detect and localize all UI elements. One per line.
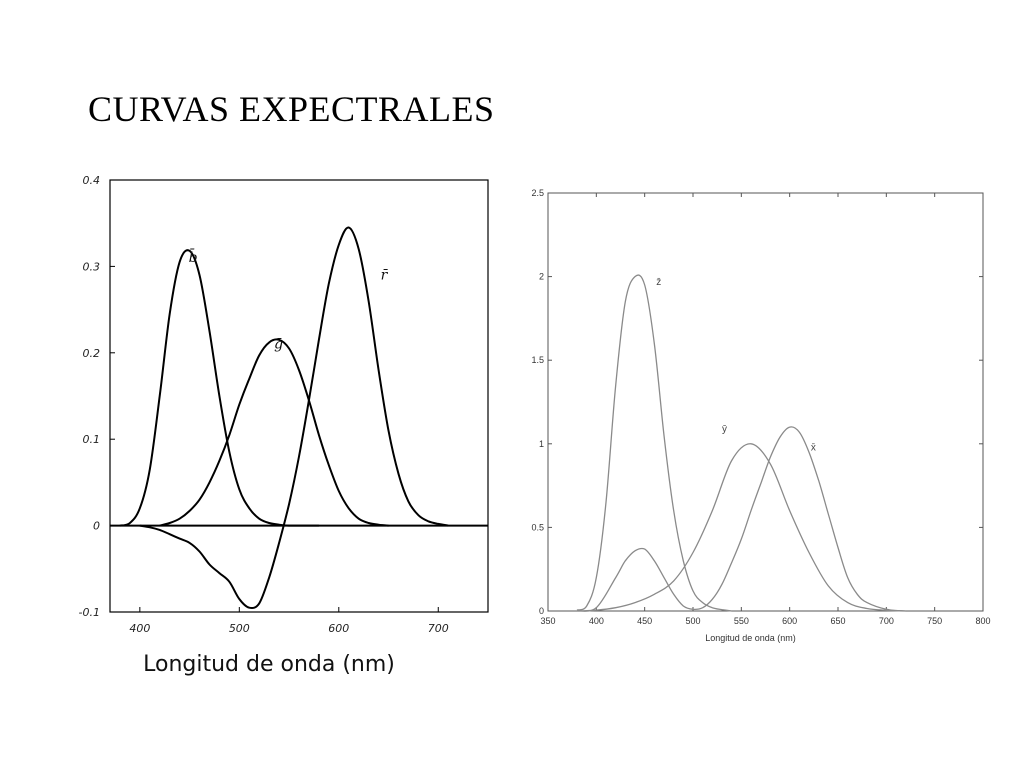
rgb-x-tick-label: 400	[129, 622, 150, 635]
series-r-bar-curve	[139, 226, 449, 610]
xyz-x-tick-label: 800	[975, 616, 990, 626]
rgb-y-tick-label: 0.4	[83, 174, 101, 187]
xyz-x-axis-label: Longitud de onda (nm)	[705, 633, 796, 643]
slide-title: CURVAS EXPECTRALES	[88, 89, 495, 129]
rgb-curve-label-b: b̄	[189, 248, 198, 266]
rgb-curve-label-g: ḡ	[274, 336, 283, 352]
xyz-x-tick-label: 600	[782, 616, 797, 626]
xyz-x-tick-label: 400	[589, 616, 604, 626]
xyz-x-tick-label: 750	[927, 616, 942, 626]
rgb-curve-label-r: r̄	[381, 267, 389, 283]
xyz-curve-label-x: x̄	[811, 442, 816, 453]
series-x-bar-curve	[576, 426, 906, 612]
xyz-y-tick-label: 2.5	[531, 188, 544, 198]
rgb-y-tick-label: 0	[93, 520, 100, 533]
rgb-plot-frame	[109, 179, 489, 613]
rgb-x-tick-label: 500	[229, 622, 250, 635]
xyz-curve-label-y: ȳ	[722, 424, 727, 435]
xyz-y-tick-label: 1.5	[531, 355, 544, 365]
series-y-bar-curve	[576, 443, 906, 612]
rgb-y-tick-label: 0.3	[83, 260, 101, 273]
xyz-x-tick-label: 650	[830, 616, 845, 626]
xyz-x-tick-label: 350	[540, 616, 555, 626]
xyz-x-tick-label: 500	[685, 616, 700, 626]
rgb-y-tick-label: -0.1	[79, 606, 100, 619]
series-z-bar-curve	[576, 274, 732, 612]
series-g-bar-curve	[159, 338, 389, 527]
xyz-x-tick-label: 700	[879, 616, 894, 626]
xyz-x-tick-label: 550	[734, 616, 749, 626]
rgb-x-axis-label: Longitud de onda (nm)	[143, 652, 395, 677]
xyz-y-tick-label: 0	[539, 606, 544, 616]
xyz-plot-frame	[547, 192, 984, 612]
rgb-y-tick-label: 0.1	[83, 433, 101, 446]
xyz-y-tick-label: 2	[539, 272, 544, 282]
xyz-y-tick-label: 1	[539, 439, 544, 449]
xyz-y-tick-label: 0.5	[531, 522, 544, 532]
xyz-curve-label-z: z̄	[656, 277, 661, 288]
xyz-x-tick-label: 450	[637, 616, 652, 626]
series-b-bar-curve	[119, 249, 319, 527]
rgb-x-tick-label: 600	[328, 622, 349, 635]
rgb-x-tick-label: 700	[428, 622, 449, 635]
rgb-y-tick-label: 0.2	[83, 347, 101, 360]
